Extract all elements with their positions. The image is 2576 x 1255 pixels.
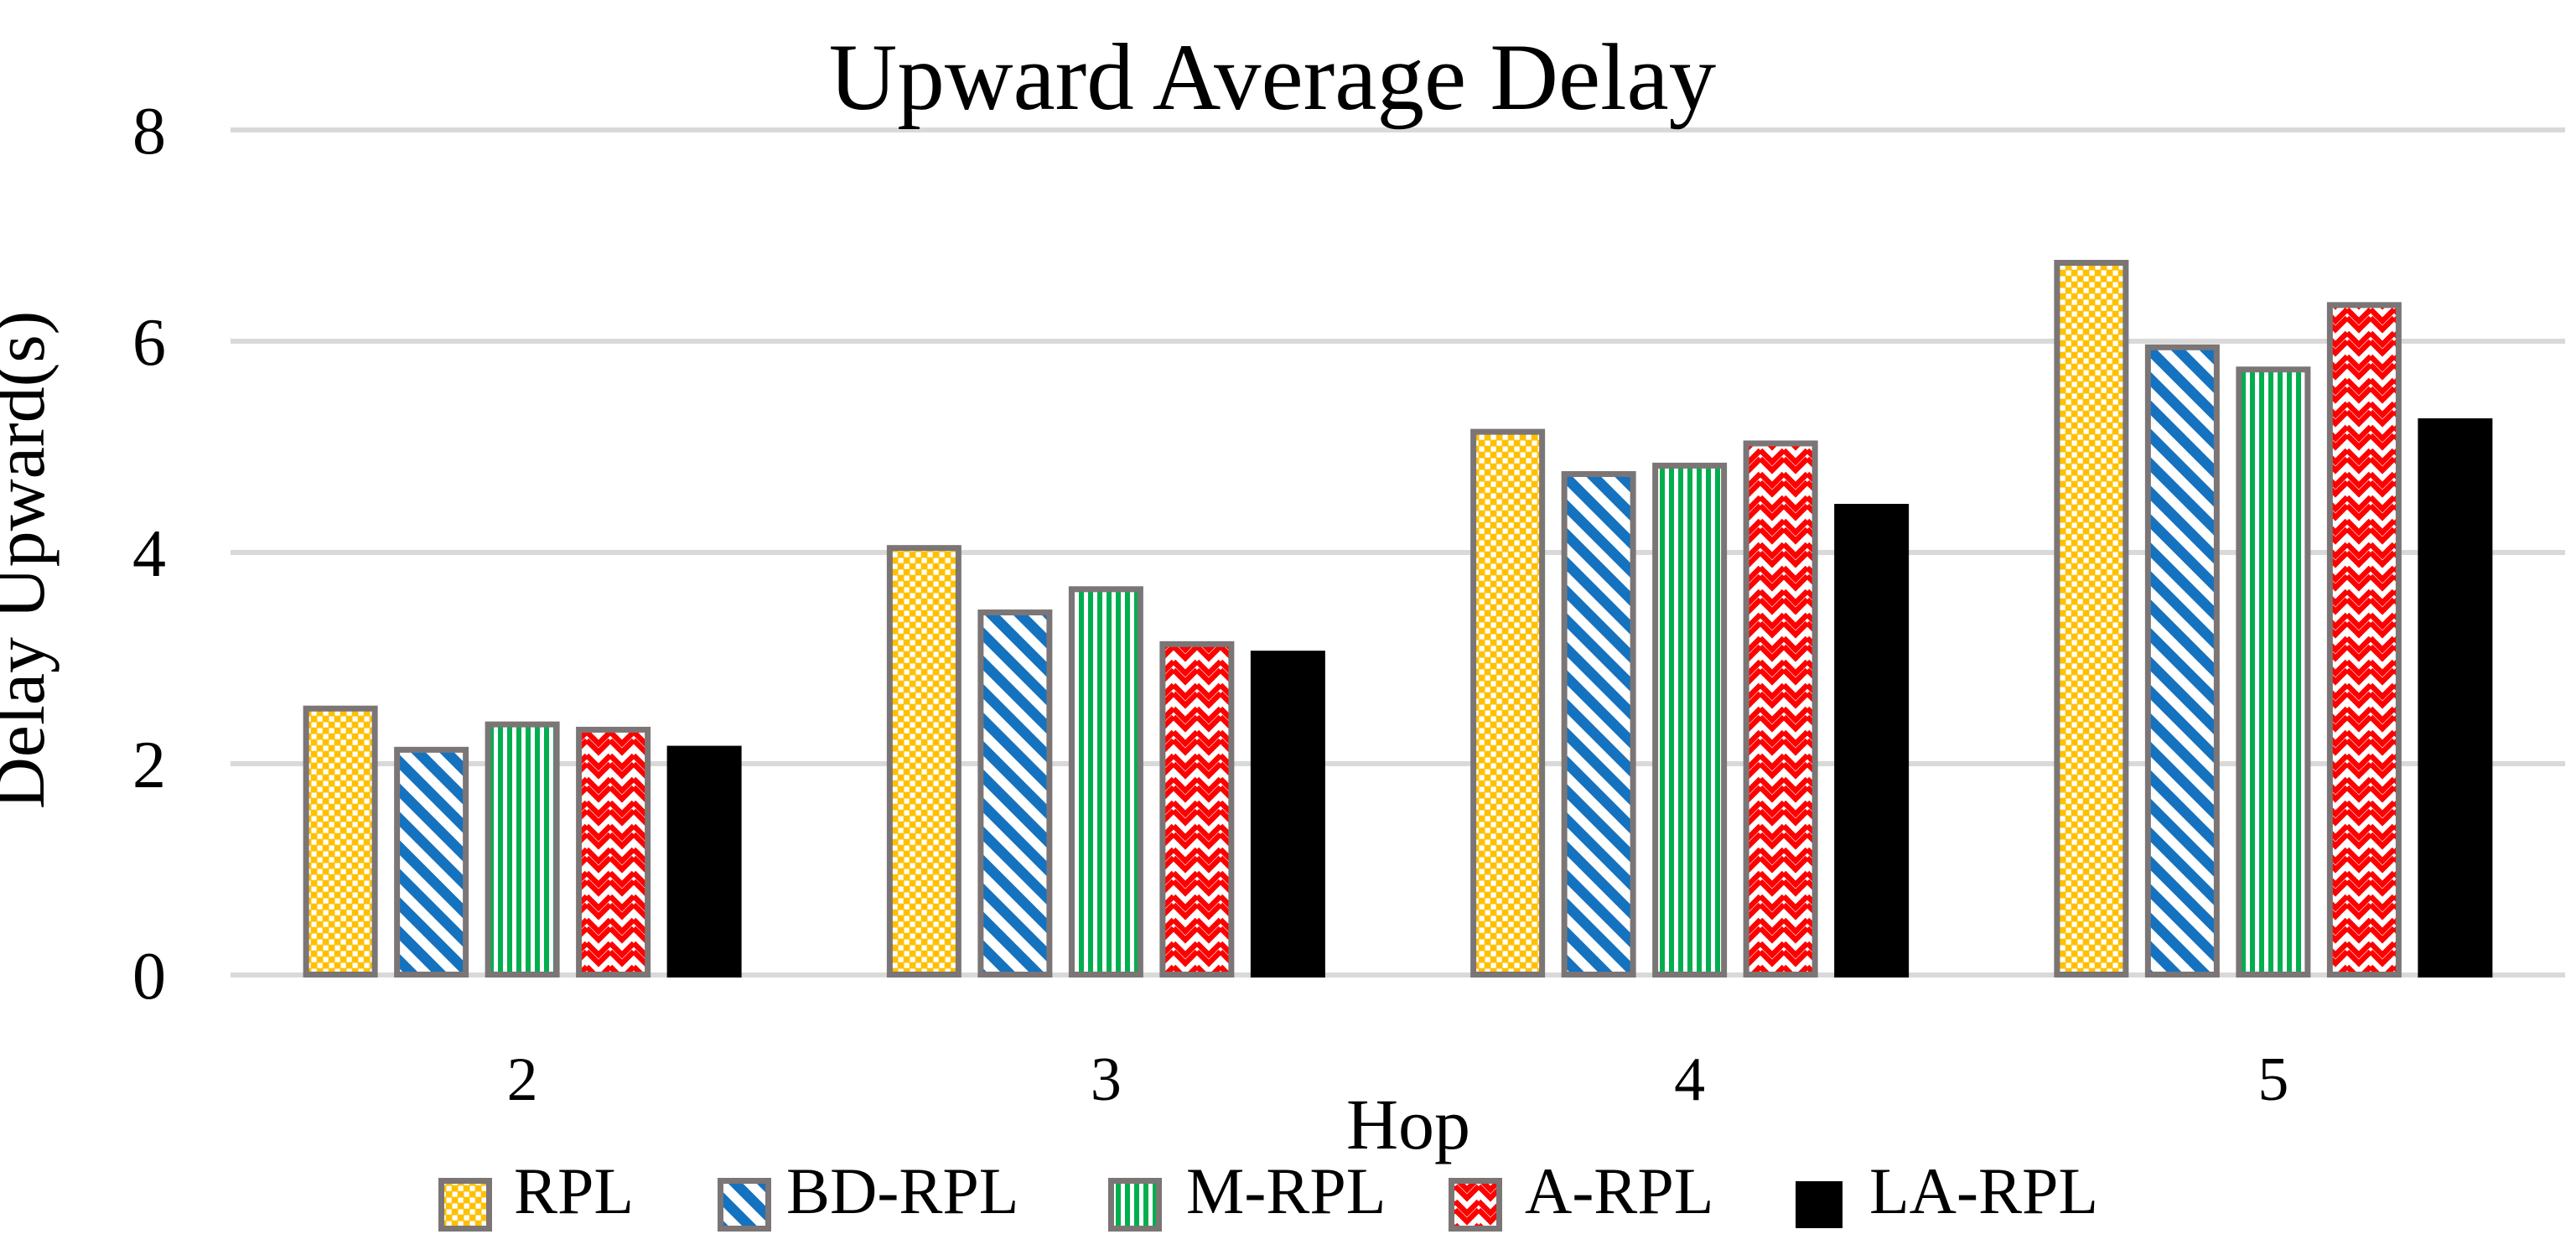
bar-a-rpl-hop2 <box>576 726 651 978</box>
legend-label-a-rpl: A-RPL <box>1525 1154 1713 1227</box>
bar-bd-rpl-hop2 <box>394 746 469 978</box>
y-tick-label-0: 0 <box>132 940 166 1014</box>
bar-a-rpl-hop4 <box>1743 440 1818 978</box>
y-axis-tick-labels: 0 2 4 6 8 <box>132 95 166 1014</box>
bar-la-rpl-hop3 <box>1250 651 1325 978</box>
y-tick-label-8: 8 <box>132 95 166 169</box>
bar-la-rpl-hop2 <box>666 745 742 978</box>
legend-swatch-m-rpl <box>1108 1178 1162 1232</box>
bar-rpl-hop2 <box>303 705 378 978</box>
y-tick-label-4: 4 <box>132 517 166 591</box>
bar-rpl-hop5 <box>2054 259 2129 978</box>
bar-bd-rpl-hop4 <box>1561 470 1636 978</box>
legend-label-la-rpl: LA-RPL <box>1869 1154 2098 1227</box>
legend-item-rpl: RPL <box>438 1154 634 1232</box>
bar-la-rpl-hop5 <box>2418 417 2493 978</box>
bar-a-rpl-hop3 <box>1159 640 1235 978</box>
legend-swatch-la-rpl <box>1796 1181 1843 1228</box>
x-tick-label-2: 2 <box>507 1045 538 1114</box>
y-tick-label-6: 6 <box>132 306 166 380</box>
x-axis-title: Hop <box>1346 1084 1470 1164</box>
bar-bd-rpl-hop5 <box>2144 344 2220 978</box>
legend: RPL BD-RPL M-RPL A-RPL LA-RPL <box>438 1154 2098 1232</box>
chart-title: Upward Average Delay <box>829 25 1717 130</box>
legend-item-a-rpl: A-RPL <box>1449 1154 1713 1232</box>
bar-series <box>303 259 2493 978</box>
legend-label-rpl: RPL <box>514 1154 634 1227</box>
bar-bd-rpl-hop3 <box>977 609 1053 978</box>
bar-m-rpl-hop2 <box>485 721 560 978</box>
y-axis-title: Delay Upward(s) <box>0 311 60 810</box>
x-tick-label-3: 3 <box>1091 1045 1122 1114</box>
bar-la-rpl-hop4 <box>1834 504 1910 978</box>
legend-swatch-bd-rpl <box>718 1178 771 1232</box>
bar-m-rpl-hop5 <box>2236 366 2311 978</box>
legend-item-m-rpl: M-RPL <box>1108 1154 1386 1232</box>
legend-label-bd-rpl: BD-RPL <box>786 1154 1018 1227</box>
bar-a-rpl-hop5 <box>2326 302 2402 978</box>
bar-m-rpl-hop4 <box>1652 462 1728 978</box>
legend-label-m-rpl: M-RPL <box>1186 1154 1386 1227</box>
bar-rpl-hop4 <box>1470 428 1546 978</box>
legend-swatch-a-rpl <box>1449 1178 1502 1232</box>
legend-item-la-rpl: LA-RPL <box>1796 1154 2098 1228</box>
x-tick-label-5: 5 <box>2257 1045 2288 1114</box>
x-axis-tick-labels: 2 3 4 5 <box>507 1045 2289 1114</box>
bar-m-rpl-hop3 <box>1068 586 1143 978</box>
x-tick-label-4: 4 <box>1674 1045 1705 1114</box>
legend-item-bd-rpl: BD-RPL <box>718 1154 1018 1232</box>
y-tick-label-2: 2 <box>132 729 166 802</box>
legend-swatch-rpl <box>438 1178 492 1232</box>
bar-rpl-hop3 <box>886 545 961 978</box>
